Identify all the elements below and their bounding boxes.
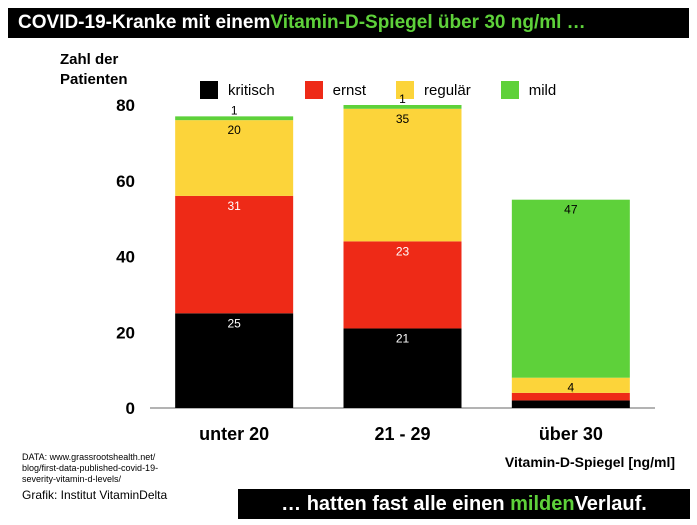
- source-line-3: severity-vitamin-d-levels/: [22, 474, 122, 484]
- conclusion-prefix: … hatten fast alle einen: [281, 492, 505, 515]
- legend-item-kritisch: kritisch: [200, 81, 275, 99]
- conclusion-banner: … hatten fast alle einen milden Verlauf.: [238, 489, 690, 519]
- bar-segment: [343, 108, 462, 242]
- bar-segment: [175, 120, 294, 196]
- x-tick-label: über 30: [539, 424, 603, 444]
- legend-swatch-ernst: [304, 81, 323, 99]
- legend-item-ernst: ernst: [304, 81, 367, 99]
- source-line-2: blog/first-data-published-covid-19-: [22, 463, 159, 473]
- bar-segment: [175, 195, 294, 314]
- data-label: 35: [396, 112, 410, 126]
- data-label: 31: [227, 199, 241, 213]
- y-tick-label: 60: [116, 172, 135, 191]
- y-axis-title-line-1: Zahl der: [60, 51, 119, 68]
- legend-label-kritisch: kritisch: [228, 81, 275, 99]
- legend-label-ernst: ernst: [332, 81, 367, 99]
- legend-swatch-kritisch: [200, 81, 218, 99]
- title-prefix: COVID-19-Kranke mit einem: [18, 12, 271, 33]
- bar-segment: [343, 241, 462, 329]
- bar-segment: [511, 377, 630, 393]
- legend-item-regulaer: regulär: [396, 81, 471, 99]
- data-label: 20: [227, 123, 241, 137]
- bar-segment: [511, 392, 630, 401]
- bar-segment: [511, 199, 630, 378]
- legend-swatch-regulaer: [396, 81, 415, 99]
- x-tick-label: 21 - 29: [374, 424, 430, 444]
- x-tick-label: unter 20: [199, 424, 269, 444]
- x-axis-title: Vitamin-D-Spiegel [ng/ml]: [504, 454, 675, 470]
- legend-swatch-mild: [500, 81, 519, 99]
- page-title: COVID-19-Kranke mit einem Vitamin-D-Spie…: [8, 8, 689, 38]
- legend-label-mild: mild: [528, 81, 557, 99]
- bar-segment: [175, 313, 294, 408]
- y-axis-title-line-2: Patienten: [60, 71, 128, 88]
- chart-legend: kritisch ernst regulär mild: [200, 78, 586, 102]
- data-source-note: DATA: www.grassrootshealth.net/ blog/fir…: [22, 452, 212, 485]
- y-tick-label: 80: [116, 96, 135, 115]
- data-label: 47: [564, 203, 578, 217]
- data-label: 21: [396, 331, 410, 345]
- title-highlight: Vitamin-D-Spiegel über 30 ng/ml …: [270, 12, 586, 33]
- bar-segment: [175, 116, 294, 121]
- data-label: 1: [231, 103, 238, 117]
- y-axis-title: Zahl der Patienten: [60, 50, 128, 90]
- y-tick-label: 0: [126, 399, 135, 418]
- y-tick-label: 40: [116, 248, 135, 267]
- legend-item-mild: mild: [500, 81, 557, 99]
- source-line-1: DATA: www.grassrootshealth.net/: [22, 452, 156, 462]
- conclusion-suffix: Verlauf.: [574, 492, 647, 515]
- data-label: 4: [567, 381, 574, 395]
- conclusion-highlight: milden: [510, 492, 575, 515]
- data-label: 1: [399, 92, 406, 106]
- y-tick-label: 20: [116, 323, 135, 342]
- bar-segment: [343, 105, 462, 109]
- legend-label-regulaer: regulär: [424, 81, 471, 99]
- bar-segment: [343, 328, 462, 408]
- bar-segment: [511, 400, 630, 408]
- data-label: 25: [227, 316, 241, 330]
- data-label: 23: [396, 244, 410, 258]
- graphic-credit: Grafik: Institut VitaminDelta: [22, 488, 168, 502]
